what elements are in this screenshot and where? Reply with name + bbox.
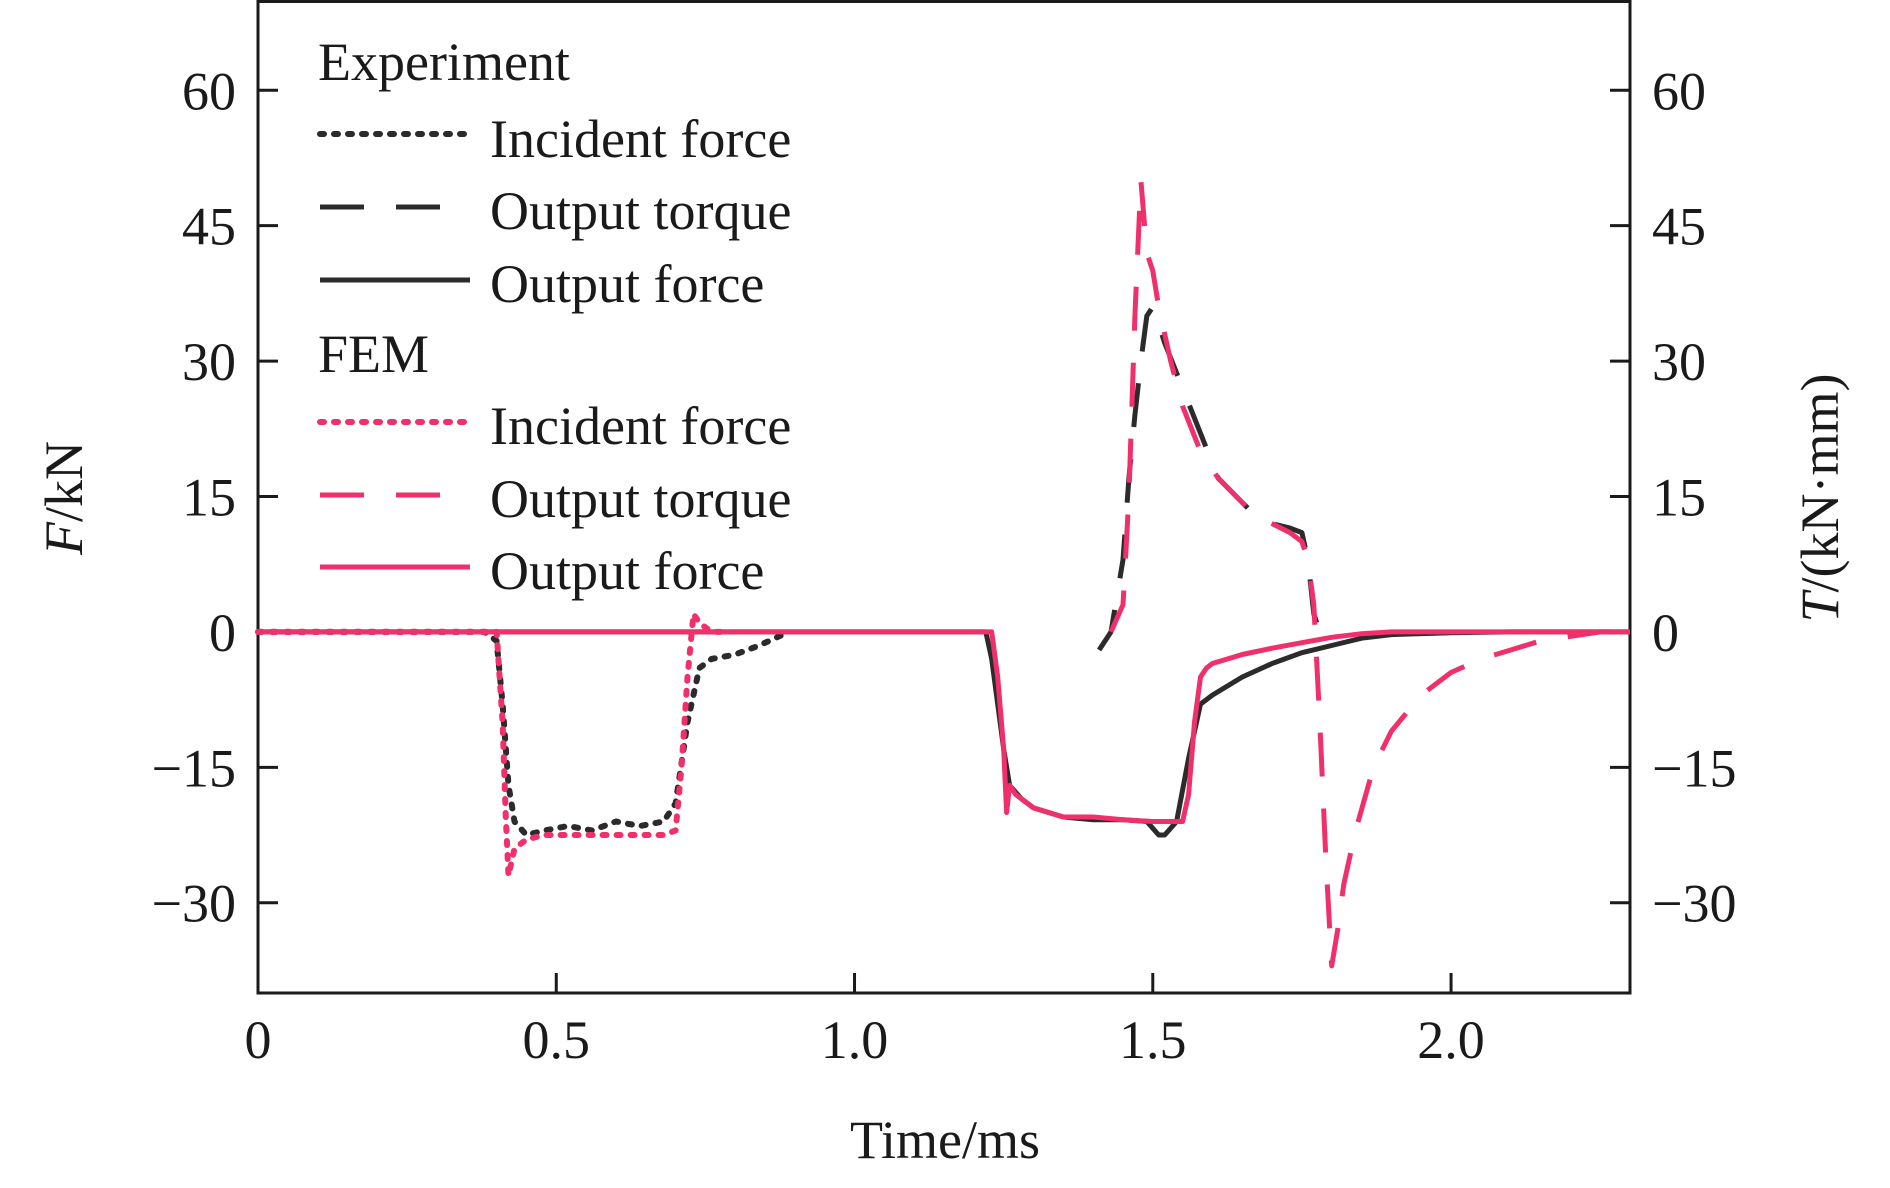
x-tick-label: 1.0 bbox=[821, 1010, 889, 1070]
y-tick-label-left: 30 bbox=[182, 332, 236, 392]
legend-label-fem-output-force: Output force bbox=[490, 541, 764, 601]
y-tick-label-right: −15 bbox=[1652, 738, 1736, 798]
y-tick-label-left: 45 bbox=[182, 197, 236, 257]
y-tick-label-right: 60 bbox=[1652, 61, 1706, 121]
y-tick-label-left: −15 bbox=[152, 738, 236, 798]
legend-label-fem-output-torque: Output torque bbox=[490, 469, 791, 529]
series-line-fem-output-torque bbox=[1108, 178, 1630, 969]
y-tick-label-right: 30 bbox=[1652, 332, 1706, 392]
series-line-fem-output-force bbox=[258, 629, 1630, 824]
series-line-experiment-output-torque bbox=[1097, 304, 1323, 652]
legend-group-experiment-title: Experiment bbox=[318, 32, 570, 92]
plot-frame-border bbox=[256, 0, 1632, 995]
legend-group-fem-title: FEM bbox=[318, 324, 429, 384]
x-tick-label: 0 bbox=[245, 1010, 272, 1070]
x-axis-title: Time/ms bbox=[850, 1110, 1040, 1170]
y-axis-right-variable: T bbox=[1790, 589, 1850, 623]
series-line-experiment-output-force bbox=[258, 629, 1630, 838]
y-tick-label-right: 45 bbox=[1652, 197, 1706, 257]
series-line-experiment-incident-force bbox=[255, 628, 792, 838]
legend-label-fem-incident-force: Incident force bbox=[490, 396, 791, 456]
y-tick-label-left: 15 bbox=[182, 468, 236, 528]
y-tick-label-right: −30 bbox=[1652, 874, 1736, 934]
y-tick-label-left: −30 bbox=[152, 874, 236, 934]
series-line-fem-incident-force bbox=[255, 610, 727, 879]
y-axis-right-unit: /(kN·mm) bbox=[1790, 374, 1850, 593]
plot-frame bbox=[256, 0, 1632, 995]
y-axis-left-unit: /kN bbox=[34, 441, 94, 522]
legend: Experiment Incident force Output torque … bbox=[317, 32, 791, 601]
y-tick-label-left: 60 bbox=[182, 61, 236, 121]
legend-label-exp-output-force: Output force bbox=[490, 254, 764, 314]
y-axis-left-title: F/kN bbox=[34, 441, 94, 556]
axis-ticks: 0 0.5 1.0 1.5 2.0 60 60 45 45 30 30 15 15 0 0 −15 −15 −30… bbox=[152, 61, 1737, 1070]
y-tick-label-left: 0 bbox=[209, 603, 236, 663]
x-tick-label: 2.0 bbox=[1417, 1010, 1485, 1070]
x-tick-label: 1.5 bbox=[1119, 1010, 1187, 1070]
y-tick-label-right: 0 bbox=[1652, 603, 1679, 663]
y-axis-right-title: T/(kN·mm) bbox=[1790, 374, 1850, 623]
legend-label-exp-incident-force: Incident force bbox=[490, 109, 791, 169]
y-tick-label-right: 15 bbox=[1652, 468, 1706, 528]
legend-label-exp-output-torque: Output torque bbox=[490, 181, 791, 241]
series-lines bbox=[255, 178, 1630, 969]
x-tick-label: 0.5 bbox=[523, 1010, 591, 1070]
y-axis-left-variable: F bbox=[34, 521, 94, 556]
